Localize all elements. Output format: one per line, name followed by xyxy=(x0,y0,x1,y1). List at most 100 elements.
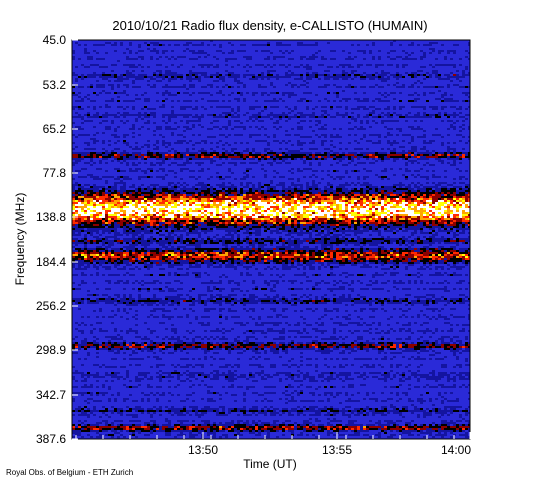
heatmap-cell xyxy=(399,154,402,156)
heatmap-cell xyxy=(348,214,351,216)
heatmap-cell xyxy=(384,120,387,122)
heatmap-cell xyxy=(327,182,330,184)
heatmap-cell xyxy=(192,194,195,196)
heatmap-cell xyxy=(288,74,291,76)
heatmap-cell xyxy=(396,204,399,206)
heatmap-cell xyxy=(456,212,459,214)
heatmap-cell xyxy=(273,56,276,58)
heatmap-cell xyxy=(393,190,396,192)
heatmap-cell xyxy=(126,154,129,156)
heatmap-cell xyxy=(201,98,204,100)
heatmap-cell xyxy=(324,112,327,114)
heatmap-cell xyxy=(222,216,225,218)
heatmap-cell xyxy=(180,196,183,198)
heatmap-cell xyxy=(84,154,87,156)
heatmap-cell xyxy=(462,214,465,216)
heatmap-cell xyxy=(468,92,470,94)
heatmap-cell xyxy=(357,202,360,204)
heatmap-cell xyxy=(159,192,162,194)
heatmap-cell xyxy=(393,194,396,196)
heatmap-cell xyxy=(369,190,372,192)
heatmap-cell xyxy=(75,116,78,118)
heatmap-cell xyxy=(459,192,462,194)
heatmap-cell xyxy=(183,86,186,88)
heatmap-cell xyxy=(312,182,315,184)
heatmap-cell xyxy=(396,74,399,76)
heatmap-cell xyxy=(468,210,470,212)
heatmap-cell xyxy=(342,184,345,186)
heatmap-cell xyxy=(117,92,120,94)
heatmap-cell xyxy=(126,158,129,160)
heatmap-cell xyxy=(351,204,354,206)
heatmap-cell xyxy=(306,186,309,188)
heatmap-cell xyxy=(138,178,141,180)
heatmap-cell xyxy=(315,198,318,200)
heatmap-cell xyxy=(222,52,225,54)
heatmap-cell xyxy=(180,202,183,204)
heatmap-cell xyxy=(81,86,84,88)
heatmap-cell xyxy=(102,154,105,156)
heatmap-cell xyxy=(78,106,81,108)
heatmap-cell xyxy=(261,50,264,52)
heatmap-cell xyxy=(333,200,336,202)
heatmap-cell xyxy=(243,86,246,88)
heatmap-cell xyxy=(195,106,198,108)
heatmap-cell xyxy=(381,176,384,178)
heatmap-cell xyxy=(93,210,96,212)
heatmap-cell xyxy=(96,58,99,60)
heatmap-cell xyxy=(459,154,462,156)
heatmap-cell xyxy=(174,190,177,192)
heatmap-cell xyxy=(360,190,363,192)
heatmap-cell xyxy=(159,210,162,212)
heatmap-cell xyxy=(258,200,261,202)
heatmap-cell xyxy=(336,96,339,98)
heatmap-cell xyxy=(114,202,117,204)
heatmap-cell xyxy=(225,70,228,72)
heatmap-cell xyxy=(192,212,195,214)
heatmap-cell xyxy=(129,200,132,202)
heatmap-cell xyxy=(174,78,177,80)
heatmap-cell xyxy=(270,118,273,120)
heatmap-cell xyxy=(426,178,429,180)
heatmap-cell xyxy=(381,72,384,74)
heatmap-cell xyxy=(285,192,288,194)
heatmap-cell xyxy=(324,106,327,108)
heatmap-cell xyxy=(390,198,393,200)
heatmap-cell xyxy=(306,64,309,66)
heatmap-cell xyxy=(252,190,255,192)
heatmap-cell xyxy=(345,202,348,204)
heatmap-cell xyxy=(150,152,153,154)
heatmap-cell xyxy=(213,216,216,218)
heatmap-cell xyxy=(129,186,132,188)
heatmap-cell xyxy=(108,126,111,128)
heatmap-cell xyxy=(222,208,225,210)
heatmap-cell xyxy=(165,86,168,88)
heatmap-cell xyxy=(432,206,435,208)
heatmap-cell xyxy=(309,176,312,178)
heatmap-cell xyxy=(246,92,249,94)
heatmap-cell xyxy=(189,216,192,218)
heatmap-cell xyxy=(150,56,153,58)
heatmap-cell xyxy=(333,154,336,156)
heatmap-cell xyxy=(81,198,84,200)
heatmap-cell xyxy=(417,196,420,198)
heatmap-cell xyxy=(114,196,117,198)
heatmap-cell xyxy=(432,164,435,166)
heatmap-cell xyxy=(282,56,285,58)
heatmap-cell xyxy=(192,188,195,190)
heatmap-cell xyxy=(327,170,330,172)
heatmap-cell xyxy=(447,184,450,186)
heatmap-cell xyxy=(288,44,291,46)
heatmap-cell xyxy=(390,92,393,94)
heatmap-cell xyxy=(177,142,180,144)
heatmap-cell xyxy=(105,182,108,184)
heatmap-cell xyxy=(243,126,246,128)
heatmap-cell xyxy=(291,152,294,154)
heatmap-cell xyxy=(426,190,429,192)
heatmap-cell xyxy=(453,148,456,150)
heatmap-cell xyxy=(123,178,126,180)
heatmap-cell xyxy=(75,192,78,194)
heatmap-cell xyxy=(123,154,126,156)
heatmap-cell xyxy=(138,64,141,66)
heatmap-cell xyxy=(387,84,390,86)
